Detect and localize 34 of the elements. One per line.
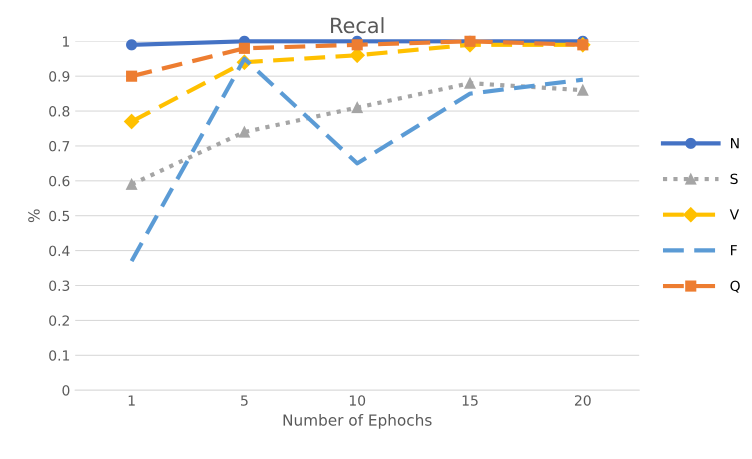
y-tick-label: 0.4 (49, 246, 70, 256)
x-tick-label: 10 (350, 395, 366, 406)
x-tick-label: 1 (128, 395, 135, 406)
point (238, 42, 250, 54)
legend-label: V (730, 209, 740, 220)
y-tick-label: 0.9 (49, 71, 70, 82)
legend-label: S (730, 174, 738, 184)
y-tick-label: 0.5 (49, 210, 70, 222)
point (124, 114, 140, 130)
legend-label: F (731, 245, 737, 256)
legend-label: Q (730, 280, 740, 293)
y-tick-label: 0.8 (49, 106, 70, 117)
point (126, 70, 138, 82)
point (126, 178, 138, 190)
x-tick-label: 15 (462, 395, 478, 406)
y-tick-label: 0.1 (49, 350, 70, 361)
x-axis-title: Number of Ephochs (284, 414, 432, 429)
point (464, 78, 476, 89)
y-tick-label: 0.3 (49, 280, 70, 291)
chart-title: Recal (331, 17, 384, 34)
x-tick-label: 5 (241, 395, 248, 406)
point (352, 102, 363, 114)
y-tick-label: 0.6 (49, 176, 70, 186)
y-tick-label: 1 (63, 36, 70, 47)
point (577, 84, 588, 96)
y-tick-label: 0.7 (49, 140, 70, 152)
point (126, 39, 138, 50)
y-axis-title: % (28, 209, 40, 222)
point (352, 39, 363, 50)
legend-label: N (731, 138, 739, 148)
point (238, 126, 250, 138)
y-tick-label: 0.2 (49, 315, 69, 326)
y-tick-label: 0 (62, 385, 70, 396)
x-tick-label: 20 (574, 395, 591, 406)
